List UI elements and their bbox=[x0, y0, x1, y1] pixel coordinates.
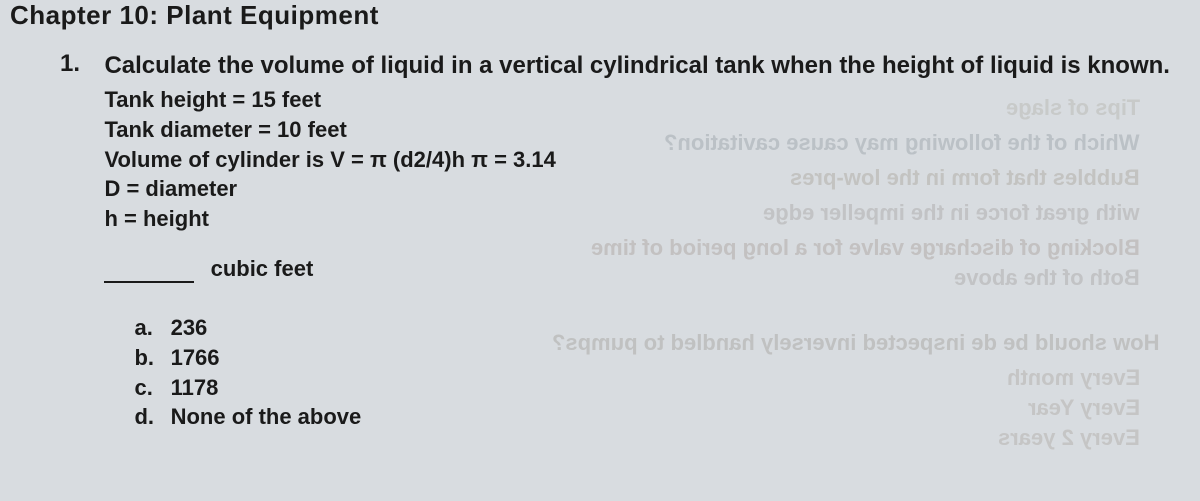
problem-line: Volume of cylinder is V = π (d2/4)h π = … bbox=[104, 145, 1174, 175]
chapter-title: Chapter 10: Plant Equipment bbox=[10, 0, 379, 31]
answer-letter: c. bbox=[134, 373, 164, 403]
problem-body: Calculate the volume of liquid in a vert… bbox=[104, 50, 1174, 432]
answer-text: 236 bbox=[171, 315, 208, 340]
problem-number: 1. bbox=[60, 50, 100, 78]
answer-option: c. 1178 bbox=[134, 373, 1174, 403]
blank-underline bbox=[104, 261, 194, 283]
answer-text: 1766 bbox=[171, 345, 220, 370]
problem-line: D = diameter bbox=[104, 174, 1174, 204]
answer-option: d. None of the above bbox=[134, 402, 1174, 432]
problem-line: Tank height = 15 feet bbox=[104, 85, 1174, 115]
problem-container: 1. Calculate the volume of liquid in a v… bbox=[60, 50, 1180, 432]
problem-title: Calculate the volume of liquid in a vert… bbox=[104, 50, 1174, 81]
answer-letter: a. bbox=[134, 313, 164, 343]
answer-block: cubic feet a. 236 b. 1766 c. 1178 d. Non… bbox=[104, 254, 1174, 432]
problem-line: h = height bbox=[104, 204, 1174, 234]
unit-label: cubic feet bbox=[211, 256, 314, 281]
answer-text: 1178 bbox=[171, 375, 219, 400]
answer-letter: b. bbox=[134, 343, 164, 373]
answer-letter: d. bbox=[134, 402, 164, 432]
answer-option: a. 236 bbox=[134, 313, 1174, 343]
problem-line: Tank diameter = 10 feet bbox=[104, 115, 1174, 145]
answer-text: None of the above bbox=[171, 404, 362, 429]
blank-answer-line: cubic feet bbox=[104, 254, 1174, 284]
answer-option: b. 1766 bbox=[134, 343, 1174, 373]
